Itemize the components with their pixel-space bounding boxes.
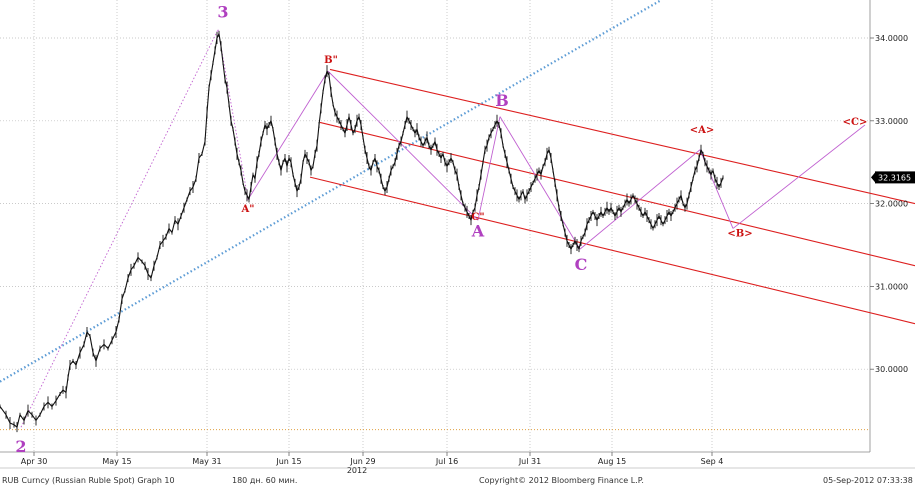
wave-segment	[732, 124, 866, 229]
y-tick-label: 31.0000	[875, 282, 908, 291]
wave-segment	[477, 116, 501, 221]
channel-line	[329, 68, 915, 205]
last-value-marker: 32.3165	[871, 171, 915, 184]
wave-segment	[579, 149, 701, 250]
x-tick-label: Jun 15	[275, 457, 301, 466]
x-tick-label: Aug 15	[598, 457, 626, 466]
footer-copyright: Copyright© 2012 Bloomberg Finance L.P.	[479, 476, 644, 485]
channel-lines	[309, 68, 915, 325]
x-tick-label: Jun 29	[349, 457, 375, 466]
channel-line	[309, 176, 915, 325]
y-tick-label: 30.0000	[875, 365, 908, 374]
x-tick-label: May 31	[192, 457, 221, 466]
last-value-box	[875, 171, 915, 184]
blue-trend-line	[0, 0, 661, 383]
wave-label-red: <C>	[843, 117, 868, 128]
wave-label-c: C	[575, 255, 588, 274]
footer-period: 180 дн. 60 мин.	[232, 476, 297, 485]
wave-label-red: A"	[241, 204, 255, 215]
y-axis: 34.0000 33.0000 32.0000 31.0000 30.0000	[870, 34, 908, 374]
x-tick-label: Apr 30	[21, 457, 48, 466]
x-tick-label: Jul 16	[435, 457, 458, 466]
x-axis: Apr 30 May 15 May 31 Jun 15 Jun 29 Jul 16 Jul …	[21, 452, 724, 475]
wave-label-red: <A>	[690, 125, 715, 136]
wave-segment	[247, 70, 329, 200]
wave-label-b: B	[495, 91, 509, 110]
wave-labels: 2 3 B A C B" A" C" <A> <B> <C>	[15, 2, 867, 456]
wave-segment	[20, 29, 219, 428]
footer-timestamp: 05-Sep-2012 07:33:38	[823, 476, 913, 485]
wave-label-red: <B>	[727, 229, 752, 240]
wave-segment	[327, 70, 479, 221]
x-tick-label: May 15	[102, 457, 131, 466]
last-value-label: 32.3165	[878, 173, 911, 182]
wave-segment	[217, 29, 249, 200]
x-year-label: 2012	[347, 466, 367, 475]
x-tick-label: Sep 4	[701, 457, 724, 466]
wave-label-3: 3	[217, 2, 228, 21]
grid	[0, 0, 871, 453]
wave-label-red: C"	[471, 212, 484, 223]
price-series	[0, 30, 724, 433]
x-tick-label: Jul 31	[518, 457, 541, 466]
y-tick-label: 32.0000	[875, 200, 908, 209]
wave-segment	[499, 116, 581, 250]
footer-security: RUB Curncy (Russian Ruble Spot) Graph 10	[2, 476, 175, 485]
wave-label-a: A	[471, 222, 485, 241]
last-value-pointer	[871, 171, 876, 184]
channel-line	[319, 121, 915, 267]
wave-label-2: 2	[15, 437, 26, 456]
wave-label-red: B"	[324, 55, 338, 66]
y-tick-label: 34.0000	[875, 34, 908, 43]
y-tick-label: 33.0000	[875, 117, 908, 126]
trend-line	[0, 0, 661, 383]
